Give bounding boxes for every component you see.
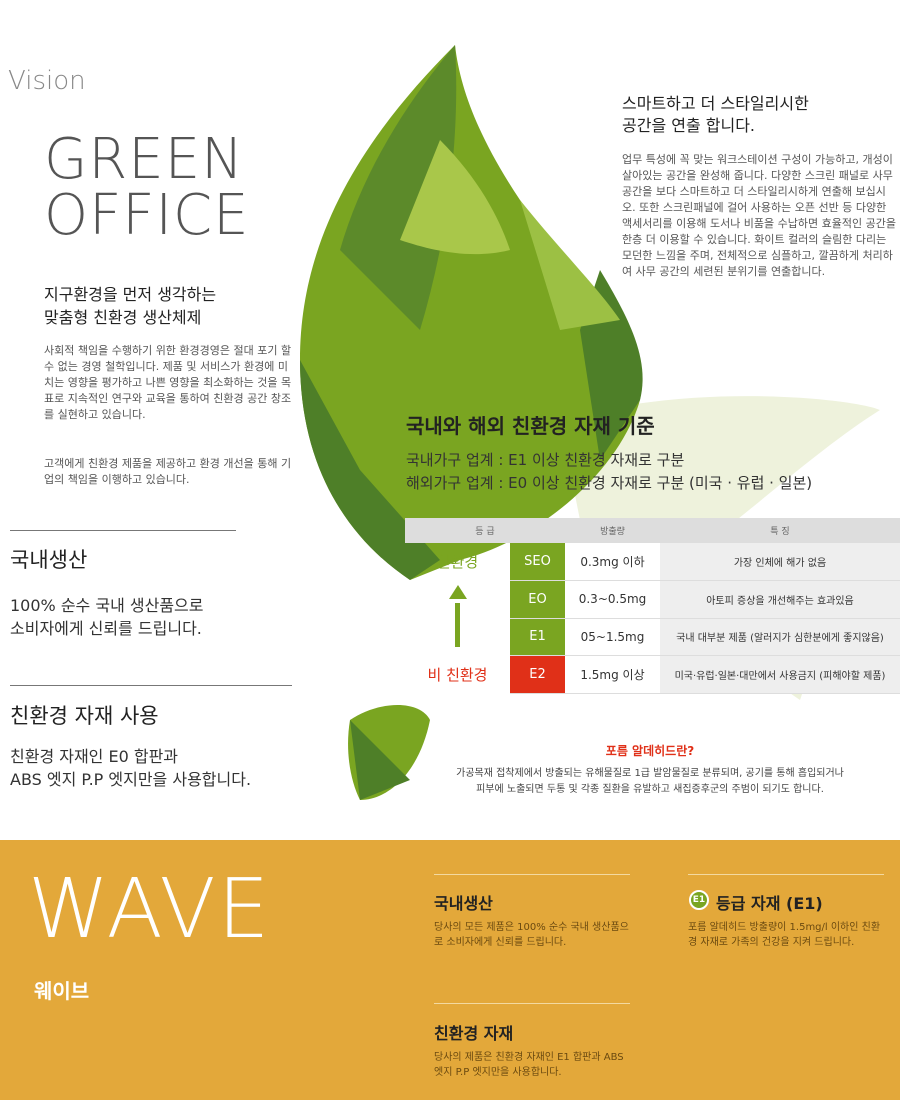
feature-cell: 미국·유럽·일본·대만에서 사용금지 (피해야할 제품) (660, 655, 900, 694)
table-row: E1 05~1.5mg 국내 대부분 제품 (알러지가 심한분에게 좋지않음) (405, 618, 900, 656)
header-amount: 방출량 (565, 518, 660, 543)
page-title: GREEN OFFICE (44, 127, 250, 248)
feature-cell: 국내 대부분 제품 (알러지가 심한분에게 좋지않음) (660, 618, 900, 656)
standard-line-overseas: 해외가구 업계 : E0 이상 친환경 자재로 구분 (미국 · 유럽 · 일본… (406, 474, 813, 492)
table-row: 비 친환경 E2 1.5mg 이상 미국·유럽·일본·대만에서 사용금지 (피해야할 … (405, 655, 900, 694)
divider (10, 685, 292, 686)
grade-cell: EO (510, 580, 565, 619)
section-eco-material-title: 친환경 자재 사용 (10, 704, 159, 728)
eco-label: 친환경 (436, 553, 479, 572)
table-row: EO 0.3~0.5mg 아토피 증상을 개선해주는 효과있음 (405, 580, 900, 647)
table-row: 친환경 SEO 0.3mg 이하 가장 인체에 해가 없음 (405, 543, 900, 581)
left-subtitle: 지구환경을 먼저 생각하는 맞춤형 친환경 생산체제 (44, 285, 217, 327)
table-header: 등 급 방출량 특 징 (405, 518, 900, 543)
formaldehyde-question: 포름 알데히드란? (605, 744, 695, 758)
wave-eco-text: 당사의 제품은 친환경 자재인 E1 합판과 ABS 엣지 P.P 엣지만을 사… (434, 1052, 624, 1078)
section-eco-material-text: 친환경 자재인 E0 합판과 ABS 엣지 P.P 엣지만을 사용합니다. (10, 747, 252, 789)
left-paragraph-1: 사회적 책임을 수행하기 위한 환경경영은 절대 포기 할 수 없는 경영 철학… (44, 344, 292, 421)
feature-cell: 아토피 증상을 개선해주는 효과있음 (660, 580, 900, 619)
e1-badge-icon: E1 (689, 890, 709, 910)
wave-subtitle: 웨이브 (34, 979, 90, 1003)
grade-cell: E1 (510, 618, 565, 656)
header-grade: 등 급 (405, 518, 565, 543)
left-paragraph-2: 고객에게 친환경 제품을 제공하고 환경 개선을 통해 기업의 책임을 이행하고… (44, 457, 292, 486)
standard-title: 국내와 해외 친환경 자재 기준 (406, 414, 655, 438)
amount-cell: 05~1.5mg (565, 618, 660, 656)
grade-cell: E2 (510, 655, 565, 694)
right-title: 스마트하고 더 스타일리시한 공간을 연출 합니다. (622, 94, 809, 135)
standard-line-domestic: 국내가구 업계 : E1 이상 친환경 자재로 구분 (406, 451, 685, 469)
divider (434, 1003, 630, 1004)
wave-title: WAVE (28, 862, 272, 957)
up-arrow-icon (405, 581, 510, 656)
divider (688, 874, 884, 875)
amount-cell: 0.3mg 이하 (565, 543, 660, 581)
grade-cell: SEO (510, 543, 565, 581)
grade-table: 등 급 방출량 특 징 친환경 SEO 0.3mg 이하 가장 인체에 해가 없음 EO 0… (405, 518, 900, 694)
wave-domestic-title: 국내생산 (434, 894, 493, 913)
wave-e1-title: 등급 자재 (E1) (716, 894, 823, 913)
divider (10, 530, 236, 531)
amount-cell: 1.5mg 이상 (565, 655, 660, 694)
non-eco-label: 비 친환경 (427, 665, 488, 684)
vision-label: Vision (8, 66, 86, 96)
wave-domestic-text: 당사의 모든 제품은 100% 순수 국내 생산품으로 소비자에게 신뢰를 드립… (434, 922, 629, 948)
formaldehyde-text: 가공목재 접착제에서 방출되는 유해물질로 1급 발암물질로 분류되며, 공기를… (456, 768, 844, 795)
amount-cell: 0.3~0.5mg (565, 580, 660, 619)
feature-cell: 가장 인체에 해가 없음 (660, 543, 900, 581)
section-domestic-title: 국내생산 (10, 548, 88, 572)
right-paragraph: 업무 특성에 꼭 맞는 워크스테이션 구성이 가능하고, 개성이 살아있는 공간… (622, 153, 896, 278)
wave-eco-title: 친환경 자재 (434, 1024, 514, 1043)
section-domestic-text: 100% 순수 국내 생산품으로 소비자에게 신뢰를 드립니다. (10, 596, 204, 638)
header-feature: 특 징 (660, 518, 900, 543)
wave-section (0, 840, 900, 1100)
divider (434, 874, 630, 875)
wave-e1-text: 포름 알데히드 방출량이 1.5mg/l 이하인 친환경 자재로 가족의 건강을… (688, 922, 881, 948)
